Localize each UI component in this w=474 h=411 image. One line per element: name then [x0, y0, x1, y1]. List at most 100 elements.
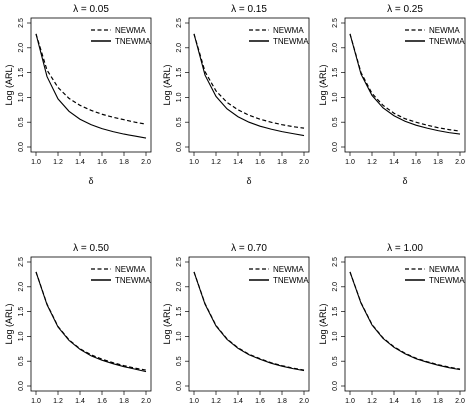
x-tick-label: 1.4 [389, 159, 399, 166]
series-line-newma [349, 271, 461, 370]
x-tick-label: 1.8 [119, 398, 129, 405]
y-axis-label: Log (ARL) [318, 303, 328, 344]
series-line-newma [349, 33, 461, 132]
x-tick-label: 1.0 [189, 398, 199, 405]
legend-label: NEWMA [429, 265, 460, 274]
x-tick-label: 2.0 [141, 398, 151, 405]
y-tick-label: 1.0 [332, 331, 339, 341]
y-axis-label: Log (ARL) [4, 64, 14, 105]
y-tick-label: 1.5 [18, 68, 25, 78]
y-tick-label: 2.5 [332, 18, 339, 28]
legend-label: NEWMA [429, 26, 460, 35]
y-tick-label: 0.5 [176, 356, 183, 366]
x-tick-label: 1.8 [119, 159, 129, 166]
y-tick-label: 1.5 [332, 68, 339, 78]
x-tick-label: 1.8 [277, 159, 287, 166]
x-tick-label: 2.0 [299, 398, 309, 405]
series-line-newma [193, 33, 305, 129]
x-tick-label: 1.6 [255, 398, 265, 405]
legend-label: NEWMA [273, 26, 304, 35]
y-tick-label: 2.0 [332, 43, 339, 53]
y-tick-label: 1.5 [176, 307, 183, 317]
y-tick-label: 0.5 [332, 356, 339, 366]
legend-label: TNEWMA [429, 37, 465, 46]
x-tick-label: 1.6 [411, 398, 421, 405]
x-tick-label: 1.2 [53, 159, 63, 166]
y-tick-label: 1.0 [18, 331, 25, 341]
y-tick-label: 1.5 [18, 307, 25, 317]
chart-panel: λ = 0.05 0.0 0.5 1.0 1.5 2.0 2.5 1.0 1.2 1.4 1.6 1.… [4, 4, 152, 186]
x-axis-label: δ [246, 176, 251, 186]
x-tick-label: 1.2 [211, 398, 221, 405]
x-tick-label: 1.0 [31, 159, 41, 166]
series-line-tnewma [193, 33, 305, 137]
chart-panel: λ = 0.25 0.0 0.5 1.0 1.5 2.0 2.5 1.0 1.2 1.4 1.6 1.… [318, 4, 466, 186]
x-axis-label: δ [88, 176, 93, 186]
y-tick-label: 2.0 [332, 282, 339, 292]
series-line-tnewma [35, 271, 147, 373]
plot-frame [30, 256, 152, 392]
chart-panel: λ = 1.00 0.0 0.5 1.0 1.5 2.0 2.5 1.0 1.2 1.4 1.6 1.… [318, 243, 466, 405]
y-tick-label: 0.0 [176, 381, 183, 391]
y-tick-label: 0.5 [18, 117, 25, 127]
chart-panel: λ = 0.70 0.0 0.5 1.0 1.5 2.0 2.5 1.0 1.2 1.4 1.6 1.… [162, 243, 310, 405]
y-axis-label: Log (ARL) [4, 303, 14, 344]
y-tick-label: 2.5 [18, 257, 25, 267]
panel-title: λ = 0.15 [231, 4, 267, 15]
chart-panel: λ = 0.15 0.0 0.5 1.0 1.5 2.0 2.5 1.0 1.2 1.4 1.6 1.… [162, 4, 310, 186]
plot-frame [188, 17, 310, 153]
y-tick-label: 1.5 [176, 68, 183, 78]
panel-title: λ = 0.05 [73, 4, 109, 15]
panel-title: λ = 0.70 [231, 243, 267, 254]
y-tick-label: 2.5 [18, 18, 25, 28]
x-tick-label: 1.0 [31, 398, 41, 405]
x-tick-label: 1.4 [233, 159, 243, 166]
x-tick-label: 1.2 [53, 398, 63, 405]
x-tick-label: 1.0 [189, 159, 199, 166]
series-line-tnewma [35, 33, 147, 139]
y-tick-label: 1.0 [18, 92, 25, 102]
x-tick-label: 1.2 [211, 159, 221, 166]
y-tick-label: 0.0 [176, 142, 183, 152]
y-tick-label: 0.5 [176, 117, 183, 127]
y-tick-label: 2.0 [176, 43, 183, 53]
x-tick-label: 1.4 [233, 398, 243, 405]
plot-frame [344, 17, 466, 153]
legend-label: NEWMA [115, 26, 146, 35]
x-tick-label: 1.8 [433, 159, 443, 166]
x-tick-label: 2.0 [455, 159, 465, 166]
x-tick-label: 1.4 [389, 398, 399, 405]
y-tick-label: 2.5 [176, 257, 183, 267]
y-axis-label: Log (ARL) [162, 303, 172, 344]
plot-frame [344, 256, 466, 392]
y-tick-label: 2.5 [332, 257, 339, 267]
series-line-tnewma [349, 33, 461, 135]
panel-title: λ = 0.50 [73, 243, 109, 254]
y-tick-label: 2.5 [176, 18, 183, 28]
y-tick-label: 0.0 [332, 381, 339, 391]
x-tick-label: 1.8 [277, 398, 287, 405]
y-tick-label: 2.0 [176, 282, 183, 292]
legend-label: NEWMA [115, 265, 146, 274]
legend-label: NEWMA [273, 265, 304, 274]
plot-frame [30, 17, 152, 153]
x-tick-label: 2.0 [299, 159, 309, 166]
x-tick-label: 1.6 [411, 159, 421, 166]
legend-label: TNEWMA [115, 276, 151, 285]
y-tick-label: 0.0 [18, 142, 25, 152]
chart-panel: λ = 0.50 0.0 0.5 1.0 1.5 2.0 2.5 1.0 1.2 1.4 1.6 1.… [4, 243, 152, 405]
y-tick-label: 0.5 [18, 356, 25, 366]
x-tick-label: 2.0 [141, 159, 151, 166]
y-tick-label: 2.0 [18, 43, 25, 53]
x-tick-label: 1.8 [433, 398, 443, 405]
y-tick-label: 0.5 [332, 117, 339, 127]
x-tick-label: 1.6 [97, 159, 107, 166]
y-tick-label: 0.0 [18, 381, 25, 391]
y-tick-label: 1.0 [332, 92, 339, 102]
legend-label: TNEWMA [115, 37, 151, 46]
series-line-tnewma [193, 271, 305, 372]
series-line-tnewma [349, 271, 461, 371]
y-tick-label: 1.5 [332, 307, 339, 317]
x-tick-label: 1.4 [75, 159, 85, 166]
